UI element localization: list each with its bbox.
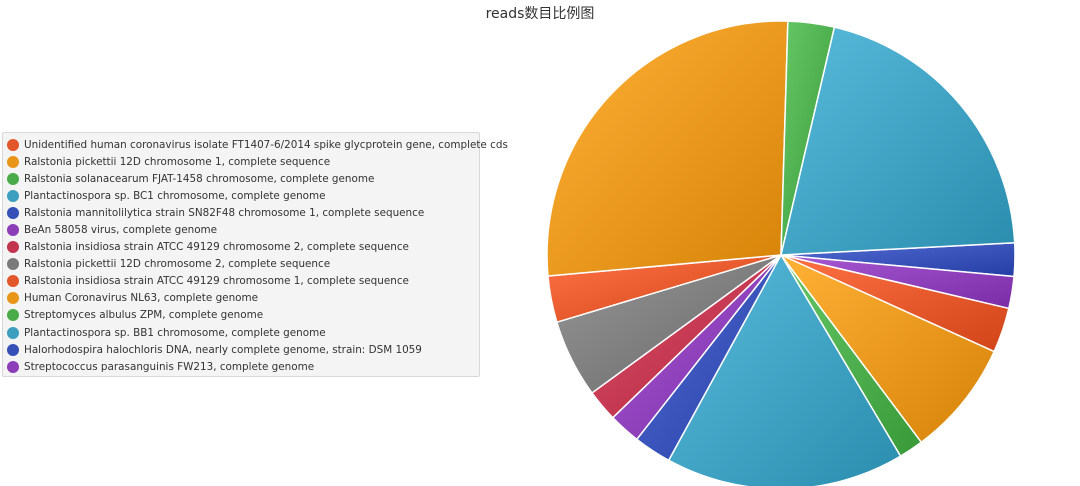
legend-color-icon bbox=[7, 292, 19, 305]
legend-item[interactable]: Ralstonia insidiosa strain ATCC 49129 ch… bbox=[7, 273, 479, 290]
legend-item[interactable]: Ralstonia solanacearum FJAT-1458 chromos… bbox=[7, 170, 479, 187]
legend-label: Streptococcus parasanguinis FW213, compl… bbox=[24, 360, 315, 373]
chart-title: reads数目比例图 bbox=[485, 6, 595, 22]
legend-label: Streptomyces albulus ZPM, complete genom… bbox=[24, 309, 264, 322]
legend-item[interactable]: Plantactinospora sp. BC1 chromosome, com… bbox=[7, 187, 479, 204]
legend-label: Plantactinospora sp. BB1 chromosome, com… bbox=[24, 326, 326, 339]
legend-item[interactable]: Ralstonia pickettii 12D chromosome 1, co… bbox=[7, 153, 479, 170]
legend-color-icon bbox=[7, 326, 19, 339]
legend-color-icon bbox=[7, 224, 19, 237]
legend-item[interactable]: Streptomyces albulus ZPM, complete genom… bbox=[7, 307, 479, 324]
legend-color-icon bbox=[7, 172, 19, 185]
legend-color-icon bbox=[7, 138, 19, 151]
pie-slice[interactable] bbox=[780, 254, 995, 444]
legend-label: Ralstonia mannitolilytica strain SN82F48… bbox=[24, 206, 425, 219]
legend-color-icon bbox=[7, 360, 19, 373]
legend-color-icon bbox=[7, 155, 19, 168]
legend-label: Ralstonia insidiosa strain ATCC 49129 ch… bbox=[24, 275, 409, 288]
legend-color-icon bbox=[7, 206, 19, 219]
legend-label: Unidentified human coronavirus isolate F… bbox=[24, 138, 508, 151]
legend-item[interactable]: Halorhodospira halochloris DNA, nearly c… bbox=[7, 341, 479, 358]
legend-color-icon bbox=[7, 309, 19, 322]
legend-color-icon bbox=[7, 275, 19, 288]
legend-label: Ralstonia pickettii 12D chromosome 2, co… bbox=[24, 258, 331, 271]
pie-slice[interactable] bbox=[780, 26, 1016, 256]
legend-label: Ralstonia solanacearum FJAT-1458 chromos… bbox=[24, 172, 375, 185]
pie-slice[interactable] bbox=[667, 254, 902, 486]
legend-item[interactable]: Ralstonia pickettii 12D chromosome 2, co… bbox=[7, 256, 479, 273]
legend-label: Human Coronavirus NL63, complete genome bbox=[24, 292, 259, 305]
legend-label: Plantactinospora sp. BC1 chromosome, com… bbox=[24, 189, 326, 202]
legend-color-icon bbox=[7, 343, 19, 356]
legend-label: BeAn 58058 virus, complete genome bbox=[24, 224, 218, 237]
legend-label: Halorhodospira halochloris DNA, nearly c… bbox=[24, 343, 422, 356]
legend-label: Ralstonia insidiosa strain ATCC 49129 ch… bbox=[24, 241, 409, 254]
legend: Unidentified human coronavirus isolate F… bbox=[2, 132, 508, 377]
legend-item[interactable]: BeAn 58058 virus, complete genome bbox=[7, 221, 479, 238]
pie-slice[interactable] bbox=[546, 20, 789, 277]
legend-color-icon bbox=[7, 189, 19, 202]
legend-item[interactable]: Plantactinospora sp. BB1 chromosome, com… bbox=[7, 324, 479, 341]
legend-item[interactable]: Unidentified human coronavirus isolate F… bbox=[7, 136, 508, 153]
legend-item[interactable]: Human Coronavirus NL63, complete genome bbox=[7, 290, 479, 307]
legend-color-icon bbox=[7, 258, 19, 271]
legend-item[interactable]: Ralstonia insidiosa strain ATCC 49129 ch… bbox=[7, 239, 479, 256]
legend-item[interactable]: Ralstonia mannitolilytica strain SN82F48… bbox=[7, 204, 479, 221]
legend-label: Ralstonia pickettii 12D chromosome 1, co… bbox=[24, 155, 331, 168]
legend-color-icon bbox=[7, 241, 19, 254]
legend-item[interactable]: Streptococcus parasanguinis FW213, compl… bbox=[7, 358, 479, 375]
